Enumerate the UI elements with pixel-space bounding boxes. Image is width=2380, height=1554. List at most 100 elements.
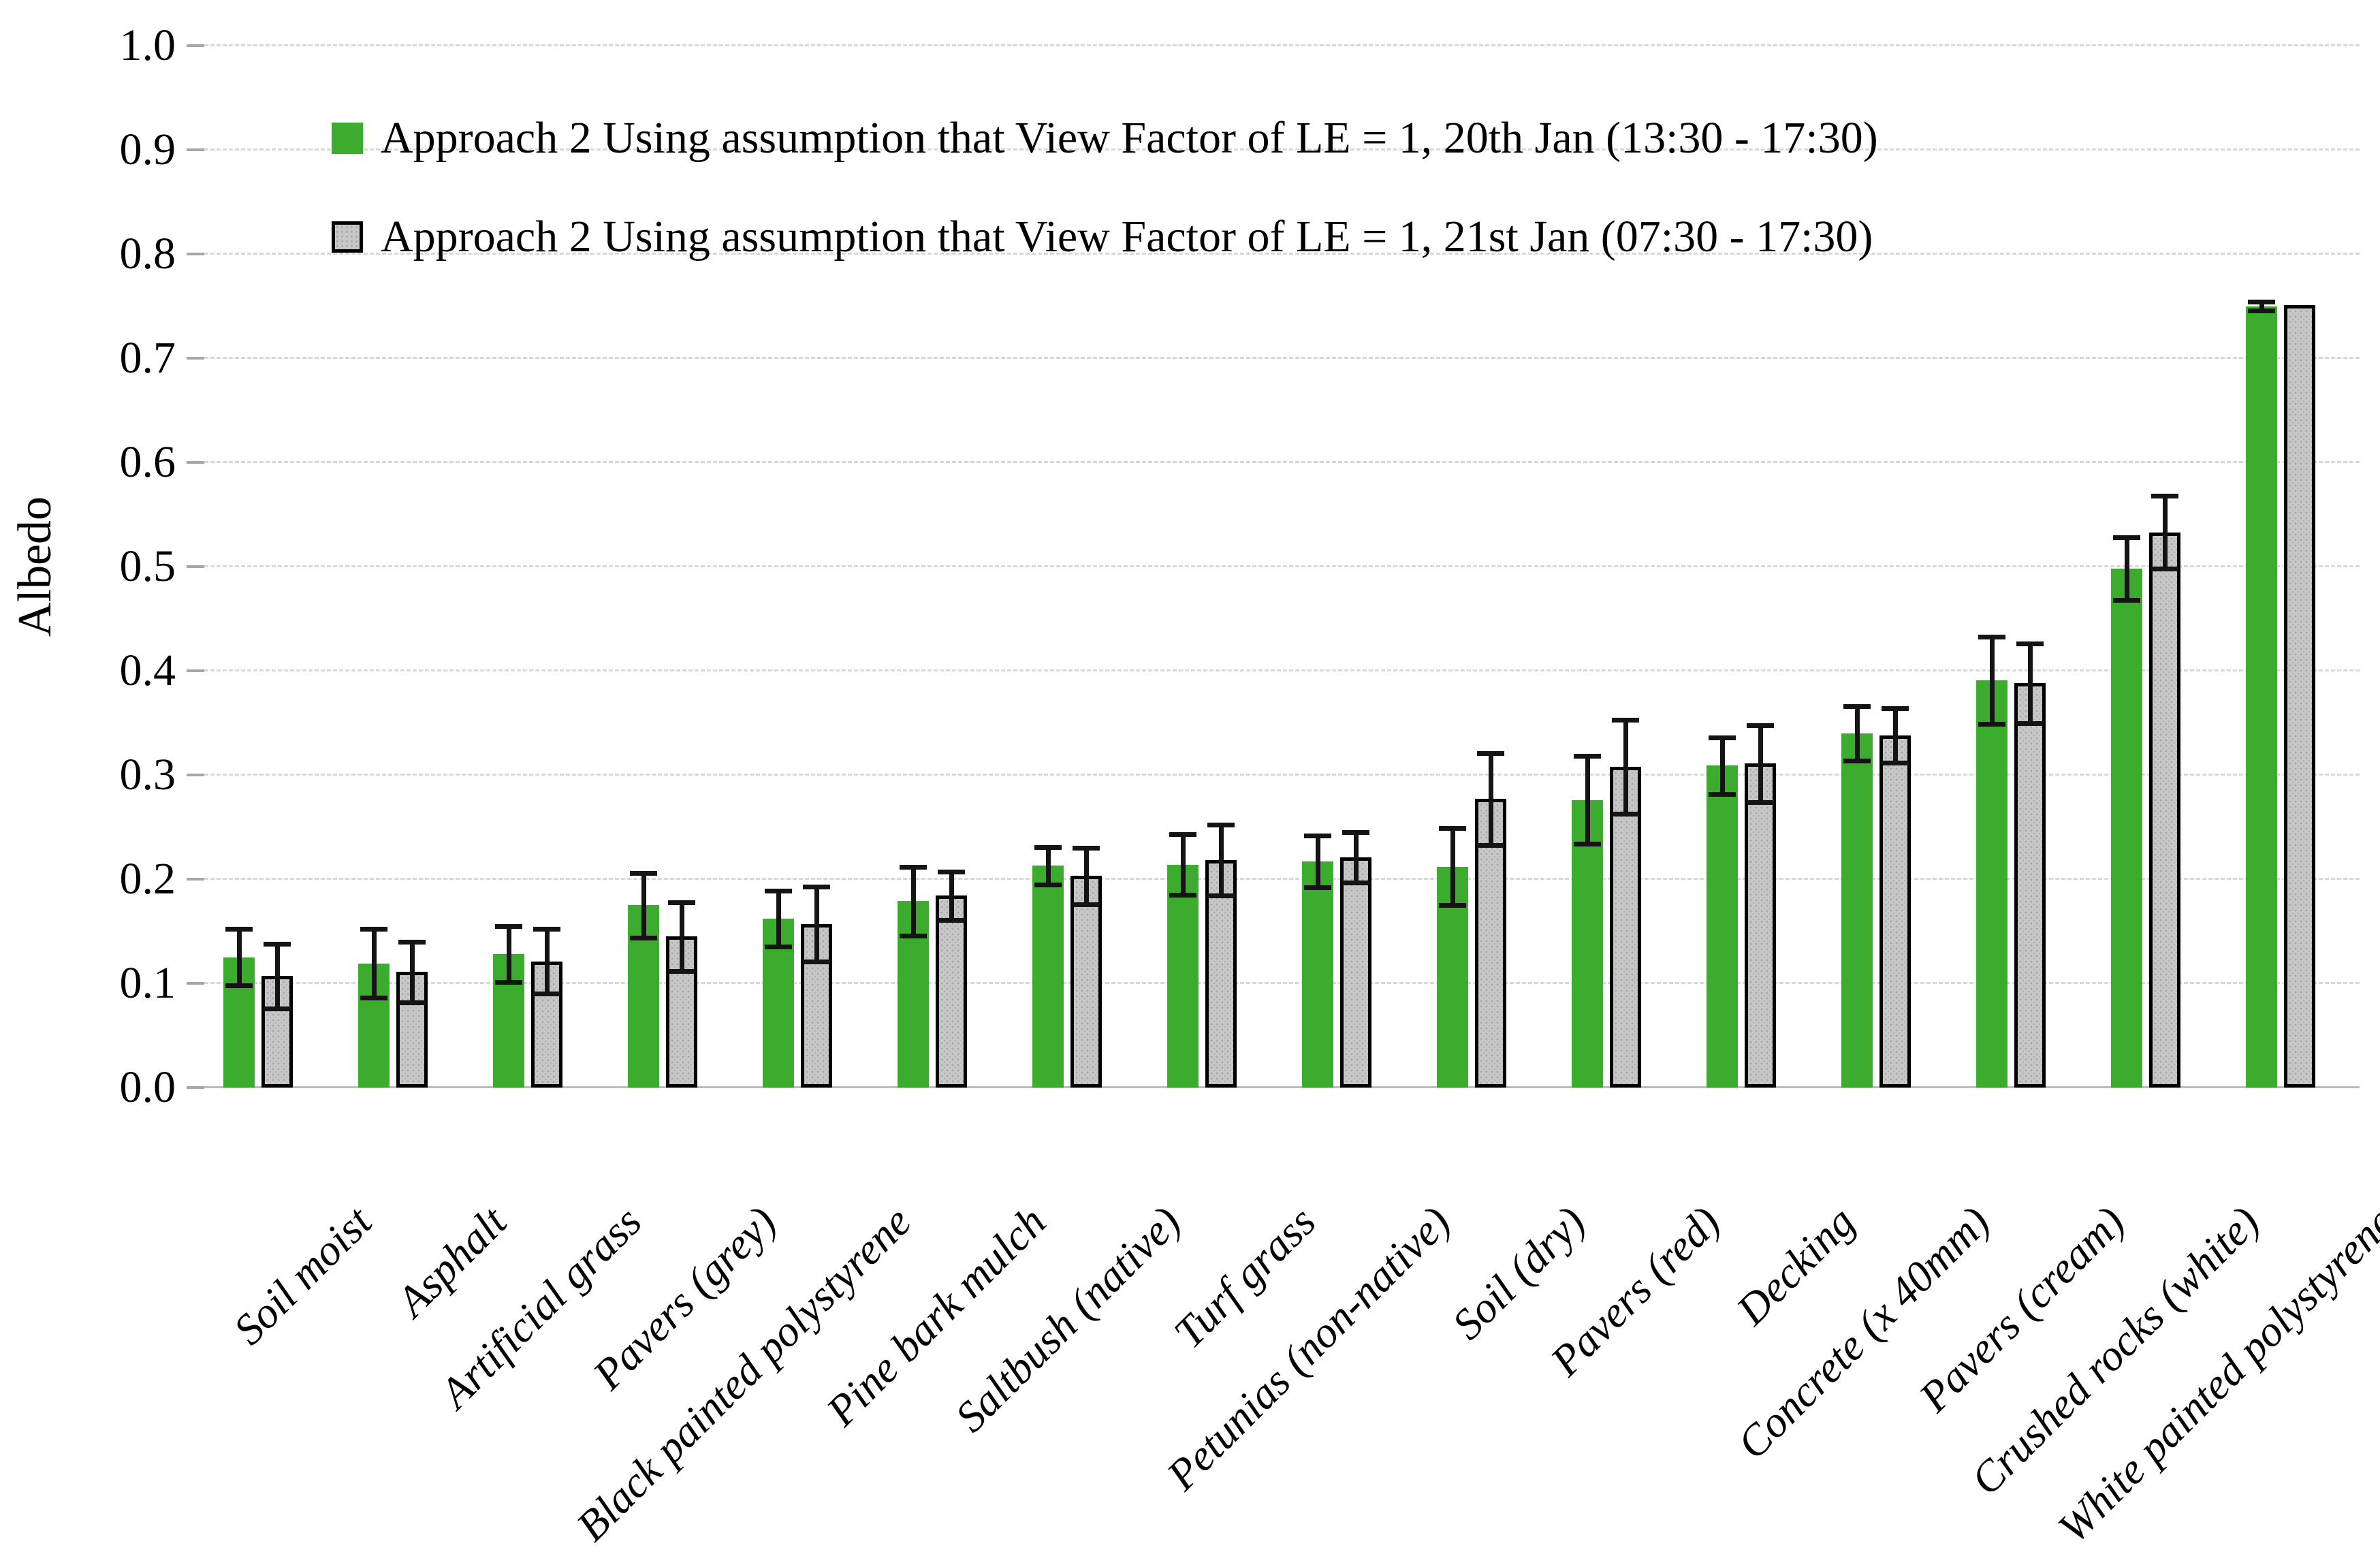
- error-bar-line: [679, 902, 684, 971]
- error-bar-top-cap: [2016, 641, 2044, 647]
- bar-s2-pavers-red: [1610, 766, 1641, 1088]
- gridline: [204, 44, 2360, 46]
- error-bar-top-cap: [1304, 833, 1331, 838]
- error-bar-top-cap: [1439, 826, 1466, 831]
- error-bar-bottom-cap: [495, 980, 522, 985]
- error-bar-bottom-cap: [938, 917, 965, 923]
- error-bar-top-cap: [1169, 832, 1196, 838]
- error-bar-top-cap: [1207, 823, 1235, 828]
- error-bar-bottom-cap: [2248, 308, 2275, 313]
- error-bar-top-cap: [2151, 493, 2178, 498]
- error-bar-line: [1488, 752, 1493, 845]
- error-bar-line: [814, 886, 819, 962]
- gridline: [204, 669, 2360, 671]
- y-axis-tick: [187, 461, 204, 464]
- bar-s2-decking: [1745, 763, 1776, 1088]
- bar-s2-petunias-non-native: [1340, 857, 1371, 1088]
- error-bar-line: [1892, 708, 1898, 763]
- error-bar-line: [1989, 636, 1995, 725]
- legend-item-1: Approach 2 Using assumption that View Fa…: [332, 114, 1878, 162]
- error-bar-line: [1623, 719, 1628, 814]
- error-bar-line: [910, 866, 916, 936]
- error-bar-line: [2259, 302, 2264, 311]
- bar-s1-decking: [1707, 765, 1738, 1088]
- error-bar-top-cap: [1477, 750, 1504, 756]
- error-bar-top-cap: [533, 927, 560, 932]
- error-bar-bottom-cap: [1978, 722, 2005, 727]
- error-bar-line: [1083, 848, 1089, 904]
- error-bar-top-cap: [1034, 844, 1062, 850]
- y-tick-label: 0.1: [119, 958, 176, 1008]
- error-bar-bottom-cap: [2151, 567, 2178, 572]
- bar-s2-pine-bark-mulch: [936, 895, 967, 1088]
- x-axis-baseline: [204, 1086, 2360, 1088]
- error-bar-top-cap: [1709, 735, 1736, 740]
- error-bar-line: [1758, 725, 1763, 802]
- error-bar-line: [2027, 644, 2033, 723]
- gridline: [204, 565, 2360, 567]
- error-bar-top-cap: [938, 870, 965, 875]
- error-bar-line: [1315, 835, 1320, 888]
- y-tick-label: 0.5: [119, 541, 176, 591]
- error-bar-bottom-cap: [1882, 760, 1909, 765]
- bar-s1-pavers-cream: [1976, 680, 2008, 1088]
- error-bar-top-cap: [630, 870, 657, 876]
- bar-s2-crushed-rocks-white: [2149, 532, 2180, 1088]
- error-bar-line: [1180, 834, 1186, 895]
- bar-s1-saltbush-native: [1032, 866, 1064, 1088]
- error-bar-top-cap: [765, 888, 792, 893]
- error-bar-bottom-cap: [1574, 841, 1601, 846]
- error-bar-top-cap: [1612, 717, 1639, 723]
- error-bar-top-cap: [264, 941, 291, 947]
- legend-item-2: Approach 2 Using assumption that View Fa…: [332, 213, 1873, 261]
- y-tick-label: 0.6: [119, 437, 176, 487]
- error-bar-bottom-cap: [264, 1006, 291, 1011]
- gridline: [204, 148, 2360, 150]
- error-bar-bottom-cap: [2016, 720, 2044, 726]
- bar-s2-saltbush-native: [1070, 876, 1102, 1088]
- gridline: [204, 253, 2360, 255]
- y-tick-label: 0.0: [119, 1062, 176, 1112]
- error-bar-line: [2162, 495, 2168, 569]
- y-axis-tick: [187, 982, 204, 985]
- error-bar-line: [2124, 537, 2129, 600]
- gridline: [204, 982, 2360, 984]
- error-bar-bottom-cap: [1207, 893, 1235, 899]
- bar-s1-turf-grass: [1167, 864, 1199, 1088]
- error-bar-top-cap: [1978, 634, 2005, 639]
- y-tick-label: 0.4: [119, 646, 176, 695]
- bar-s2-turf-grass: [1205, 860, 1237, 1088]
- error-bar-bottom-cap: [1304, 885, 1331, 891]
- error-bar-top-cap: [1882, 706, 1909, 712]
- y-axis-tick: [187, 44, 204, 47]
- y-axis-tick: [187, 565, 204, 568]
- x-category-label-white-painted-polystyrene: White painted polystyrene: [2048, 1197, 2380, 1553]
- error-bar-top-cap: [225, 927, 253, 932]
- error-bar-bottom-cap: [1169, 892, 1196, 898]
- error-bar-line: [1585, 756, 1590, 844]
- error-bar-top-cap: [1843, 704, 1871, 710]
- error-bar-line: [371, 929, 377, 998]
- error-bar-bottom-cap: [1073, 902, 1100, 907]
- error-bar-line: [506, 925, 511, 983]
- error-bar-bottom-cap: [630, 935, 657, 940]
- error-bar-bottom-cap: [533, 992, 560, 997]
- error-bar-bottom-cap: [1612, 811, 1639, 816]
- y-axis-tick: [187, 1086, 204, 1089]
- error-bar-line: [1045, 846, 1051, 885]
- error-bar-line: [274, 943, 280, 1009]
- error-bar-bottom-cap: [803, 959, 830, 964]
- y-axis-tick: [187, 669, 204, 672]
- error-bar-bottom-cap: [1439, 903, 1466, 908]
- error-bar-line: [1719, 737, 1725, 794]
- y-tick-label: 0.8: [119, 229, 176, 279]
- y-axis-tick: [187, 774, 204, 776]
- error-bar-bottom-cap: [765, 945, 792, 950]
- error-bar-top-cap: [495, 923, 522, 929]
- error-bar-bottom-cap: [900, 933, 927, 938]
- gridline: [204, 878, 2360, 880]
- y-axis-tick: [187, 357, 204, 360]
- y-axis-tick: [187, 253, 204, 255]
- error-bar-line: [641, 872, 646, 938]
